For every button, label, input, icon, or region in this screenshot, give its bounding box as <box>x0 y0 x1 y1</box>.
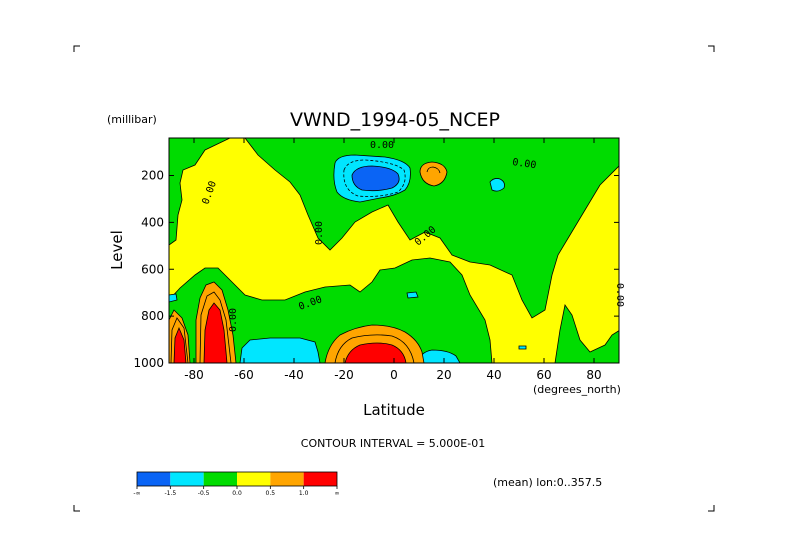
colorbar-swatch <box>270 472 304 486</box>
green-region-left-edge <box>169 138 231 246</box>
cyan-region-mid-small <box>406 291 419 299</box>
red-core-far-left <box>173 326 187 363</box>
colorbar: -∞ -1.5 -0.5 0.0 0.5 1.0 ∞ <box>133 471 340 497</box>
colorbar-tick-label: -1.5 <box>164 490 176 497</box>
x-axis-label: Latitude <box>363 401 425 419</box>
contour-label: 0.00 <box>228 308 239 332</box>
x-axis-units: (degrees_north) <box>533 383 621 396</box>
y-axis: 200 400 600 800 1000 <box>133 169 619 370</box>
x-tick-label: -80 <box>184 368 204 382</box>
x-tick-label: 0 <box>390 368 398 382</box>
cyan-region-right-small <box>518 345 527 350</box>
contour-label: 0.00 <box>370 140 394 151</box>
inner-contour-left-1 <box>199 291 232 363</box>
colorbar-swatch <box>237 472 271 486</box>
y-tick-label: 600 <box>141 262 164 276</box>
x-tick-label: 60 <box>536 368 551 382</box>
x-axis: -80 -60 -40 -20 0 20 40 60 80 <box>184 138 602 382</box>
y-tick-label: 200 <box>141 169 164 183</box>
inner-contour-small-orange <box>426 166 441 174</box>
colorbar-swatch <box>203 472 237 486</box>
x-tick-label: -40 <box>284 368 304 382</box>
band-one-plus <box>173 302 407 363</box>
blue-core-upper-jet <box>351 165 400 192</box>
x-tick-label: -20 <box>334 368 354 382</box>
contour-label: 0.00 <box>314 221 325 245</box>
cyan-region-upper-right <box>489 178 505 192</box>
x-tick-label: -60 <box>234 368 254 382</box>
cyan-region-lower-left <box>239 337 321 363</box>
colorbar-swatch <box>303 472 337 486</box>
contour-label: 0.00 <box>614 283 625 307</box>
orange-region-upper <box>419 161 448 187</box>
y-axis-units: (millibar) <box>107 113 157 126</box>
contour-label: 0.00 <box>512 157 537 171</box>
contour-dashed-inner-1 <box>343 159 406 197</box>
colorbar-tick-label: 0.5 <box>266 490 276 497</box>
colorbar-tick-label: -∞ <box>133 490 140 497</box>
chart-title: VWND_1994-05_NCEP <box>290 109 500 131</box>
contour-interval: CONTOUR INTERVAL = 5.000E-01 <box>301 437 485 450</box>
crop-marks <box>73 45 715 512</box>
colorbar-tick-label: 1.0 <box>299 490 309 497</box>
mean-annotation: (mean) lon:0..357.5 <box>493 476 602 489</box>
x-tick-label: 80 <box>586 368 601 382</box>
y-tick-label: 800 <box>141 309 164 323</box>
x-tick-label: 20 <box>436 368 451 382</box>
x-tick-label: 40 <box>486 368 501 382</box>
colorbar-tick-label: -0.5 <box>198 490 210 497</box>
inner-contours <box>170 166 441 363</box>
colorbar-tick-label: 0.0 <box>232 490 242 497</box>
inner-contour-center-1 <box>334 334 415 363</box>
y-axis-label: Level <box>108 230 126 270</box>
colorbar-swatch <box>170 472 204 486</box>
colorbar-swatch <box>137 472 171 486</box>
green-region-right-bottom <box>554 304 619 363</box>
y-tick-label: 1000 <box>133 356 164 370</box>
red-core-left <box>203 302 228 363</box>
y-tick-label: 400 <box>141 215 164 229</box>
red-core-lower-center <box>344 342 407 363</box>
colorbar-tick-label: ∞ <box>335 490 340 497</box>
inner-contour-far-left-1 <box>170 317 189 363</box>
cyan-region-left-small <box>169 293 178 303</box>
plot-area <box>169 138 619 363</box>
